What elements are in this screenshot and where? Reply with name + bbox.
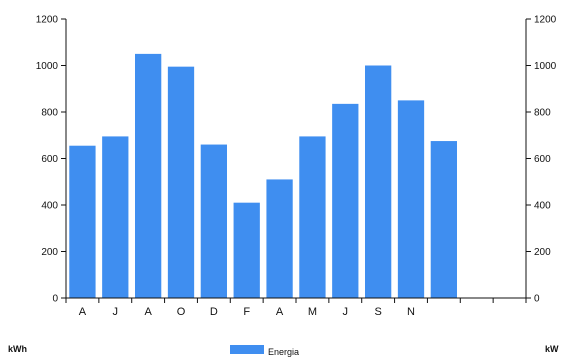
bar-7 [299, 136, 326, 298]
y-right-tick-label-0: 0 [534, 294, 540, 305]
y-right-tick-label-5: 1000 [534, 61, 557, 72]
bar-4 [200, 144, 227, 298]
legend-swatch-energia [230, 345, 264, 354]
x-tick-label-5: F [243, 306, 250, 318]
y-axis-left-unit: kWh [8, 344, 27, 354]
legend: Energia [230, 345, 299, 357]
y-left-tick-label-6: 1200 [36, 15, 59, 26]
x-tick-label-2: A [144, 306, 152, 318]
y-right-tick-label-3: 600 [534, 154, 551, 165]
legend-label-energia: Energia [268, 347, 299, 357]
bar-8 [332, 103, 359, 298]
bar-5 [233, 202, 260, 298]
bar-9 [365, 65, 392, 298]
bar-10 [397, 100, 425, 299]
y-right-tick-label-1: 200 [534, 247, 551, 258]
x-tick-label-4: D [210, 306, 218, 318]
bar-2 [135, 53, 162, 299]
x-tick-label-7: M [308, 306, 317, 318]
bar-0 [69, 145, 96, 298]
y-right-tick-label-2: 400 [534, 201, 551, 212]
bar-6 [266, 179, 293, 298]
x-tick-label-10: N [407, 306, 415, 318]
bar-3 [167, 66, 195, 298]
y-left-tick-label-0: 0 [52, 294, 58, 305]
y-axis-left-ticks: 0 200 400 600 800 1000 1200 [36, 15, 66, 305]
y-right-tick-label-4: 800 [534, 108, 551, 119]
x-tick-label-9: S [374, 306, 381, 318]
x-tick-label-6: A [276, 306, 284, 318]
x-tick-label-3: O [177, 306, 186, 318]
plot-area [69, 53, 457, 299]
x-tick-label-1: J [113, 306, 119, 318]
y-left-tick-label-2: 400 [41, 201, 58, 212]
y-axis-right-ticks: 0 200 400 600 800 1000 1200 [526, 15, 557, 305]
x-tick-label-0: A [79, 306, 87, 318]
bar-1 [102, 136, 129, 298]
y-left-tick-label-3: 600 [41, 154, 58, 165]
y-axis-right-unit: kW [545, 344, 559, 354]
y-left-tick-label-1: 200 [41, 247, 58, 258]
x-tick-label-8: J [343, 306, 349, 318]
bar-11 [430, 141, 457, 298]
y-left-tick-label-4: 800 [41, 108, 58, 119]
y-right-tick-label-6: 1200 [534, 15, 557, 26]
y-left-tick-label-5: 1000 [36, 61, 59, 72]
